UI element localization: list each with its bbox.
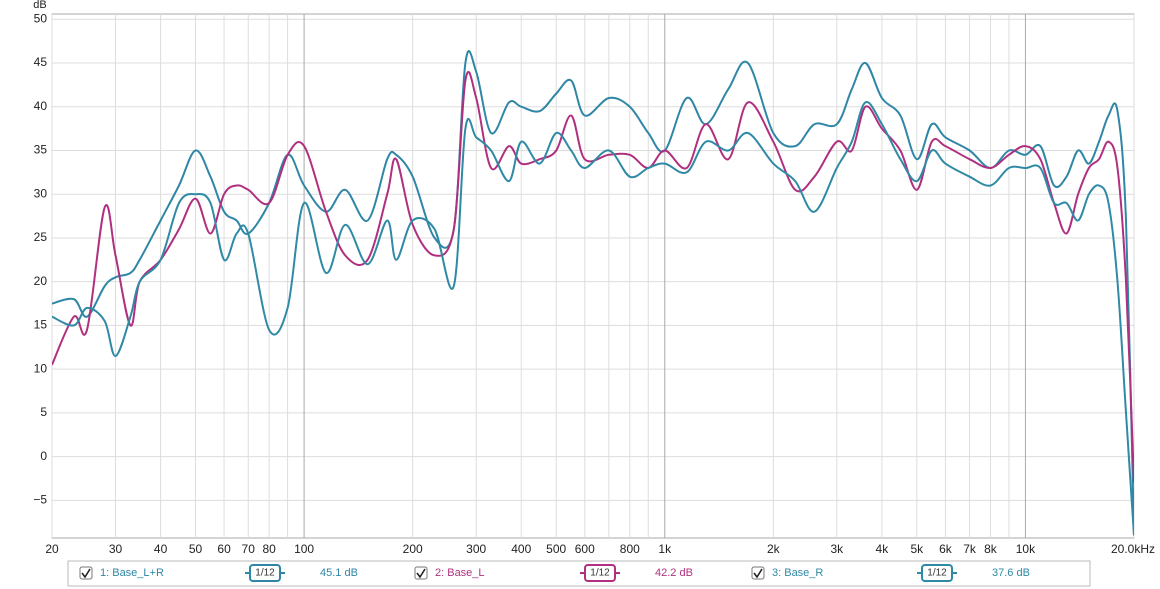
legend-smoothing-box[interactable] [249, 564, 281, 582]
y-tick-label: 45 [34, 55, 48, 69]
x-tick-label: 6k [939, 542, 953, 556]
x-tick-label: 800 [620, 542, 640, 556]
series-line [52, 70, 1134, 483]
legend-checkmark [416, 568, 426, 579]
x-tick-label: 30 [109, 542, 123, 556]
legend-smoothing-box[interactable] [584, 564, 616, 582]
legend-checkmark [753, 568, 763, 579]
legend-level: 45.1 dB [320, 567, 358, 579]
y-tick-label: 25 [34, 230, 48, 244]
legend-checkmark [81, 568, 91, 579]
x-tick-label: 10k [1016, 542, 1036, 556]
y-tick-label: 0 [40, 449, 47, 463]
y-axis-label: dB [33, 0, 46, 11]
x-tick-label: 50 [189, 542, 203, 556]
x-tick-label: 500 [546, 542, 566, 556]
legend-level: 37.6 dB [992, 567, 1030, 579]
legend-checkbox[interactable] [79, 566, 93, 580]
y-tick-label: 15 [34, 318, 48, 332]
legend-smoothing: 1/12 [590, 568, 610, 579]
x-tick-label: 100 [294, 542, 314, 556]
legend-smoothing: 1/12 [255, 568, 275, 579]
legend-label: 2: Base_L [435, 567, 485, 579]
legend-level: 42.2 dB [655, 567, 693, 579]
x-tick-label: 2k [767, 542, 781, 556]
x-tick-label: 300 [466, 542, 486, 556]
x-tick-label: 400 [511, 542, 531, 556]
x-tick-label: 600 [575, 542, 595, 556]
x-tick-label: 20 [45, 542, 59, 556]
x-tick-label: 4k [876, 542, 890, 556]
x-tick-label: 80 [262, 542, 276, 556]
x-tick-label: 40 [154, 542, 168, 556]
legend-checkbox[interactable] [414, 566, 428, 580]
x-tick-label: 5k [911, 542, 925, 556]
x-tick-label: 8k [984, 542, 998, 556]
legend-label: 3: Base_R [772, 567, 823, 579]
y-tick-label: 5 [40, 405, 47, 419]
y-tick-label: 50 [34, 11, 48, 25]
x-tick-label: 7k [963, 542, 977, 556]
x-tick-label: 20.0kHz [1111, 542, 1155, 556]
series-line [52, 50, 1134, 536]
y-tick-label: 40 [34, 99, 48, 113]
x-tick-label: 1k [658, 542, 672, 556]
x-tick-label: 70 [242, 542, 256, 556]
legend-label: 1: Base_L+R [100, 567, 164, 579]
y-tick-label: 30 [34, 186, 48, 200]
y-tick-label: 35 [34, 143, 48, 157]
x-tick-label: 60 [217, 542, 231, 556]
y-tick-label: −5 [33, 493, 47, 507]
y-tick-label: 20 [34, 274, 48, 288]
plot-area [51, 13, 1135, 539]
y-tick-label: 10 [34, 361, 48, 375]
legend-smoothing-box[interactable] [921, 564, 953, 582]
legend-checkbox[interactable] [751, 566, 765, 580]
x-tick-label: 200 [403, 542, 423, 556]
legend-smoothing: 1/12 [927, 568, 947, 579]
x-tick-label: 3k [830, 542, 844, 556]
series-line [52, 101, 1134, 536]
